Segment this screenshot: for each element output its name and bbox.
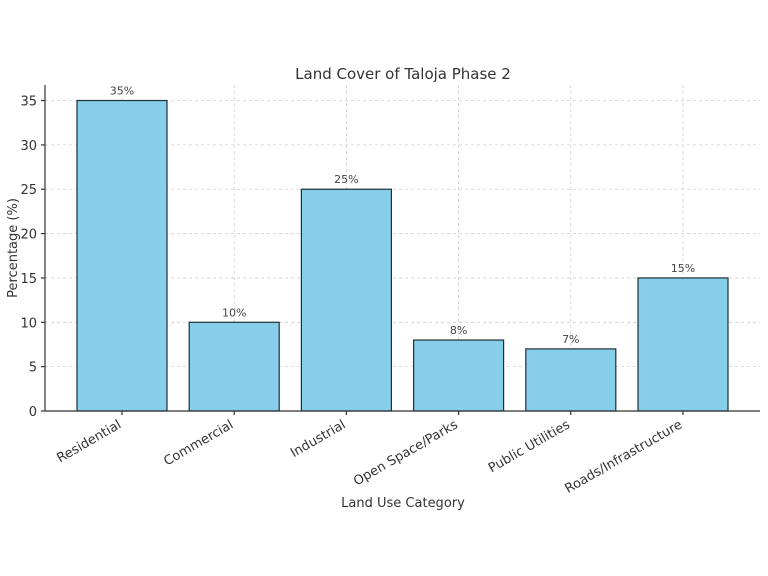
- y-tick-label: 0: [29, 405, 37, 420]
- value-label: 15%: [671, 262, 695, 275]
- x-axis-ticks: Residential Commercial Industrial Open Spac…: [54, 411, 685, 497]
- bar-industrial: [300, 188, 392, 412]
- bar-roads-infrastructure: [637, 277, 729, 412]
- value-label: 7%: [562, 333, 579, 346]
- value-label: 35%: [110, 85, 134, 98]
- bar-residential: [76, 99, 168, 412]
- y-tick-label: 15: [20, 272, 37, 287]
- y-tick-label: 25: [20, 183, 37, 198]
- y-tick-label: 20: [20, 228, 37, 243]
- y-axis-ticks: 0 5 10 15 20 25 30 35: [20, 95, 45, 420]
- x-tick-label: Residential: [54, 417, 124, 466]
- chart-title: Land Cover of Taloja Phase 2: [295, 65, 511, 83]
- y-tick-label: 30: [20, 139, 37, 154]
- value-label: 8%: [450, 324, 467, 337]
- bar-open-space-parks: [413, 339, 505, 412]
- x-tick-label: Open Space/Parks: [351, 417, 461, 489]
- bar-commercial: [188, 321, 280, 412]
- value-label: 25%: [334, 173, 358, 186]
- x-tick-label: Public Utilities: [486, 417, 573, 476]
- x-tick-label: Roads/Infrastructure: [563, 417, 685, 496]
- value-label: 10%: [222, 306, 246, 319]
- x-axis-label: Land Use Category: [341, 496, 465, 511]
- y-tick-label: 35: [20, 95, 37, 110]
- value-labels: 35% 10% 25% 8% 7% 15%: [110, 85, 695, 346]
- x-tick-label: Industrial: [288, 417, 348, 460]
- bar-public-utilities: [525, 348, 617, 412]
- y-tick-label: 10: [20, 316, 37, 331]
- y-axis-label: Percentage (%): [6, 198, 21, 298]
- y-tick-label: 5: [29, 361, 37, 376]
- x-tick-label: Commercial: [161, 417, 236, 469]
- bars: [76, 99, 729, 412]
